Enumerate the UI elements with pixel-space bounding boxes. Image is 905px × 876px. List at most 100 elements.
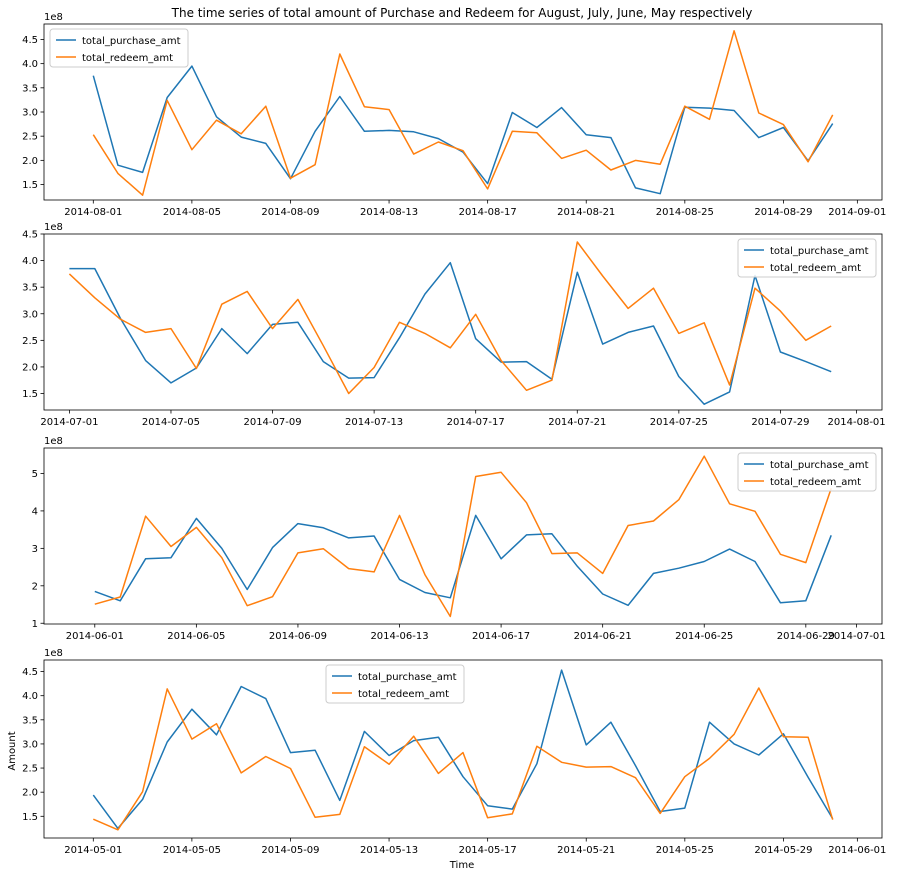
legend-label: total_redeem_amt bbox=[770, 263, 861, 274]
x-tick-label: 2014-08-05 bbox=[163, 207, 221, 218]
x-tick-label: 2014-06-09 bbox=[269, 631, 327, 642]
x-tick-label: 2014-05-21 bbox=[557, 845, 615, 856]
x-tick-label: 2014-07-13 bbox=[345, 417, 403, 428]
x-tick-label: 2014-05-17 bbox=[459, 845, 517, 856]
x-tick-label: 2014-06-01 bbox=[66, 631, 124, 642]
y-tick-label: 2.0 bbox=[22, 788, 38, 799]
series-line-purchase bbox=[94, 514, 832, 607]
x-tick-label: 2014-08-13 bbox=[360, 207, 418, 218]
series-line-redeem bbox=[93, 687, 834, 831]
y-tick-label: 4.5 bbox=[22, 230, 38, 241]
x-tick-label: 2014-08-01 bbox=[64, 207, 122, 218]
y-tick-label: 2.5 bbox=[22, 336, 38, 347]
legend-label: total_purchase_amt bbox=[770, 246, 869, 257]
y-tick-label: 4.5 bbox=[22, 35, 38, 46]
x-tick-label: 2014-08-09 bbox=[261, 207, 319, 218]
x-tick-label: 2014-06-13 bbox=[370, 631, 428, 642]
y-tick-label: 5 bbox=[32, 469, 38, 480]
series-line-redeem bbox=[68, 241, 832, 395]
series-line-redeem bbox=[94, 455, 832, 618]
y-tick-label: 2.5 bbox=[22, 132, 38, 143]
x-tick-label: 2014-08-17 bbox=[459, 207, 517, 218]
panel-3: 2014-06-01 2014-06-05 2014-06-09 2014-06-13… bbox=[32, 436, 886, 642]
axes-frame bbox=[43, 447, 883, 625]
legend: total_purchase_amt total_redeem_amt bbox=[737, 452, 877, 492]
x-tick-label: 2014-08-01 bbox=[828, 417, 886, 428]
y-tick-label: 1 bbox=[32, 619, 38, 630]
x-tick-label: 2014-07-17 bbox=[447, 417, 505, 428]
y-offset-label: 1e8 bbox=[44, 12, 63, 23]
series-line-purchase bbox=[92, 65, 834, 195]
x-tick-label: 2014-08-29 bbox=[754, 207, 812, 218]
y-tick-label: 2.0 bbox=[22, 362, 38, 373]
x-tick-label: 2014-05-01 bbox=[64, 845, 122, 856]
legend: total_purchase_amt total_redeem_amt bbox=[49, 28, 189, 68]
y-tick-label: 1.5 bbox=[22, 180, 38, 191]
y-tick-label: 3 bbox=[32, 544, 38, 555]
x-tick-label: 2014-08-25 bbox=[656, 207, 714, 218]
y-tick-label: 3.0 bbox=[22, 108, 38, 119]
y-tick-label: 2.5 bbox=[22, 764, 38, 775]
legend-label: total_purchase_amt bbox=[82, 36, 181, 47]
figure-title: The time series of total amount of Purch… bbox=[171, 6, 753, 20]
x-tick-label: 2014-07-29 bbox=[751, 417, 809, 428]
y-tick-label: 3.0 bbox=[22, 739, 38, 750]
y-offset-label: 1e8 bbox=[44, 648, 63, 659]
panel-1: 2014-08-01 2014-08-05 2014-08-09 2014-08-13… bbox=[22, 12, 886, 218]
x-tick-label: 2014-07-09 bbox=[243, 417, 301, 428]
panels: 2014-08-01 2014-08-05 2014-08-09 2014-08-13… bbox=[22, 12, 886, 856]
x-tick-label: 2014-06-01 bbox=[828, 845, 886, 856]
x-tick-label: 2014-07-01 bbox=[828, 631, 886, 642]
y-tick-label: 2.0 bbox=[22, 156, 38, 167]
x-tick-label: 2014-08-21 bbox=[557, 207, 615, 218]
y-tick-label: 3.0 bbox=[22, 309, 38, 320]
legend: total_purchase_amt total_redeem_amt bbox=[737, 238, 877, 278]
x-tick-label: 2014-06-21 bbox=[574, 631, 632, 642]
legend: total_purchase_amt total_redeem_amt bbox=[325, 664, 465, 704]
x-tick-label: 2014-09-01 bbox=[828, 207, 886, 218]
legend-box bbox=[49, 28, 189, 68]
legend-label: total_redeem_amt bbox=[82, 53, 173, 64]
y-tick-label: 1.5 bbox=[22, 389, 38, 400]
legend-box bbox=[737, 452, 877, 492]
x-tick-label: 2014-05-13 bbox=[360, 845, 418, 856]
axes-frame bbox=[43, 233, 883, 411]
y-offset-label: 1e8 bbox=[44, 222, 63, 233]
y-tick-label: 1.5 bbox=[22, 812, 38, 823]
y-tick-label: 3.5 bbox=[22, 283, 38, 294]
y-axis-label: Amount bbox=[7, 731, 18, 770]
y-offset-label: 1e8 bbox=[44, 436, 63, 447]
x-tick-label: 2014-07-21 bbox=[548, 417, 606, 428]
x-tick-label: 2014-06-17 bbox=[472, 631, 530, 642]
legend-label: total_redeem_amt bbox=[770, 477, 861, 488]
series-line-purchase bbox=[92, 669, 834, 830]
x-tick-label: 2014-05-05 bbox=[163, 845, 221, 856]
x-tick-label: 2014-06-25 bbox=[675, 631, 733, 642]
y-tick-label: 4.0 bbox=[22, 691, 38, 702]
series-line-purchase bbox=[69, 261, 832, 405]
y-tick-label: 4.0 bbox=[22, 59, 38, 70]
x-axis-label: Time bbox=[449, 860, 474, 871]
x-tick-label: 2014-05-09 bbox=[261, 845, 319, 856]
x-tick-label: 2014-07-05 bbox=[142, 417, 200, 428]
series-line-redeem bbox=[92, 30, 834, 196]
x-tick-label: 2014-06-05 bbox=[167, 631, 225, 642]
panel-2: 2014-07-01 2014-07-05 2014-07-09 2014-07-13… bbox=[22, 222, 886, 428]
panel-4: 2014-05-01 2014-05-05 2014-05-09 2014-05-13… bbox=[22, 648, 886, 856]
x-tick-label: 2014-05-25 bbox=[656, 845, 714, 856]
axes-frame bbox=[43, 659, 883, 839]
legend-label: total_purchase_amt bbox=[770, 460, 869, 471]
x-tick-label: 2014-07-01 bbox=[40, 417, 98, 428]
y-tick-label: 4.5 bbox=[22, 667, 38, 678]
x-tick-label: 2014-07-25 bbox=[650, 417, 708, 428]
legend-box bbox=[737, 238, 877, 278]
x-tick-label: 2014-05-29 bbox=[754, 845, 812, 856]
y-tick-label: 4 bbox=[32, 506, 38, 517]
y-tick-label: 3.5 bbox=[22, 83, 38, 94]
legend-box bbox=[325, 664, 465, 704]
x-tick-label: 2014-06-29 bbox=[777, 631, 835, 642]
legend-label: total_purchase_amt bbox=[358, 672, 457, 683]
legend-label: total_redeem_amt bbox=[358, 689, 449, 700]
y-tick-label: 2 bbox=[32, 581, 38, 592]
